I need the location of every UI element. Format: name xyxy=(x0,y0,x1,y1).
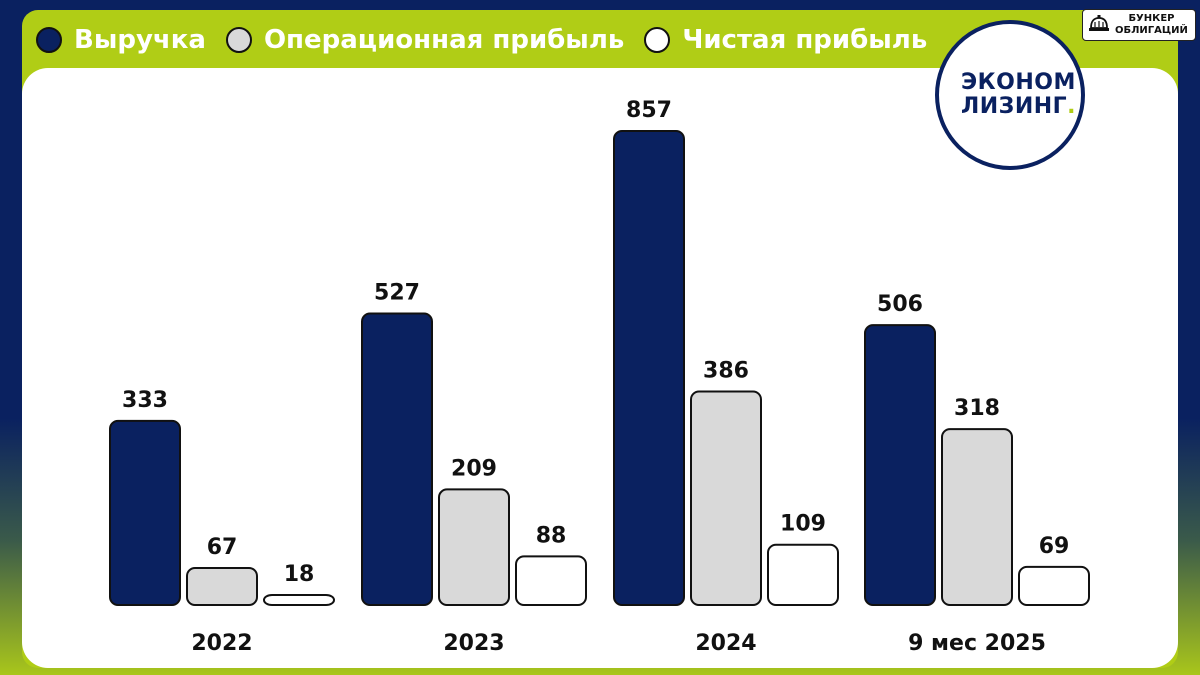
bar-9-мес-2025-s0 xyxy=(864,324,936,606)
value-label-2023-s0: 527 xyxy=(374,281,420,306)
value-label-2024-s1: 386 xyxy=(703,359,749,384)
value-label-9-мес-2025-s1: 318 xyxy=(954,396,1000,421)
badge-line-1: БУНКЕР xyxy=(1128,13,1175,24)
bar-2023-s1 xyxy=(438,488,510,607)
logo-dot: . xyxy=(1067,94,1077,119)
legend-item-operating-profit: Операционная прибыль xyxy=(225,25,625,55)
bar-2023-s2 xyxy=(515,555,587,606)
bell-icon xyxy=(1087,13,1111,37)
legend-label-revenue: Выручка xyxy=(74,25,206,55)
legend-item-revenue: Выручка xyxy=(36,25,206,55)
source-badge: БУНКЕР ОБЛИГАЦИЙ xyxy=(1082,9,1196,41)
value-label-2024-s2: 109 xyxy=(780,512,826,537)
value-label-2023-s1: 209 xyxy=(451,456,497,481)
bar-2022-s2 xyxy=(263,594,335,606)
company-logo: ЭКОНОМ ЛИЗИНГ. xyxy=(935,20,1085,170)
logo-line-1: ЭКОНОМ xyxy=(961,70,1076,95)
bar-2022-s0 xyxy=(109,419,181,607)
category-label-2022: 2022 xyxy=(191,631,252,656)
legend: Выручка Операционная прибыль Чистая приб… xyxy=(36,20,927,60)
value-label-2022-s2: 18 xyxy=(284,562,315,587)
legend-label-operating-profit: Операционная прибыль xyxy=(263,25,625,55)
legend-swatch-revenue xyxy=(36,27,62,53)
bar-chart: 333 67 18 2022 527 209 88 2023 857 386 109 2024 506 3… xyxy=(109,98,1090,656)
category-label-9-мес-2025: 9 мес 2025 xyxy=(908,631,1046,656)
legend-swatch-net-profit xyxy=(644,27,671,53)
badge-text: БУНКЕР ОБЛИГАЦИЙ xyxy=(1115,13,1188,37)
badge-line-2: ОБЛИГАЦИЙ xyxy=(1115,25,1188,36)
legend-label-net-profit: Чистая прибыль xyxy=(682,25,928,55)
value-label-2023-s2: 88 xyxy=(536,523,567,548)
bar-2024-s0 xyxy=(613,130,685,606)
value-label-2024-s0: 857 xyxy=(626,98,672,123)
value-label-9-мес-2025-s2: 69 xyxy=(1039,534,1070,559)
logo-line-2-text: ЛИЗИНГ xyxy=(961,94,1068,119)
bar-2023-s0 xyxy=(361,312,433,606)
chart-panel: 333 67 18 2022 527 209 88 2023 857 386 109 2024 506 3… xyxy=(22,68,1178,668)
category-label-2023: 2023 xyxy=(443,631,504,656)
value-label-2022-s1: 67 xyxy=(207,535,238,560)
legend-item-net-profit: Чистая прибыль xyxy=(644,25,927,55)
value-label-9-мес-2025-s0: 506 xyxy=(877,292,923,317)
bar-2024-s2 xyxy=(767,543,839,606)
bar-9-мес-2025-s2 xyxy=(1018,565,1090,606)
value-label-2022-s0: 333 xyxy=(122,388,168,413)
logo-line-2: ЛИЗИНГ. xyxy=(961,95,1076,119)
category-label-2024: 2024 xyxy=(695,631,756,656)
bar-9-мес-2025-s1 xyxy=(941,428,1013,607)
bar-2024-s1 xyxy=(690,390,762,606)
legend-swatch-operating-profit xyxy=(225,27,252,53)
bar-2022-s1 xyxy=(186,566,258,606)
